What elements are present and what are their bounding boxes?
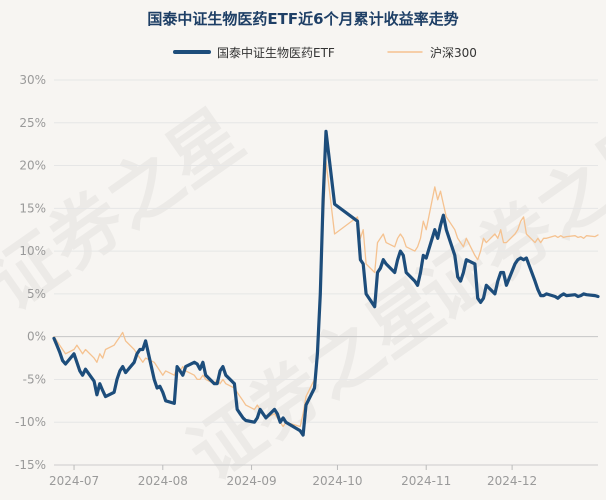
y-tick-label: -10% <box>15 415 46 429</box>
watermark-text: 证券之星 <box>404 103 606 337</box>
y-tick-label: -5% <box>23 372 46 386</box>
x-tick-label: 2024-11 <box>401 474 451 488</box>
legend: 国泰中证生物医药ETF 沪深300 <box>173 45 477 60</box>
legend-label-etf: 国泰中证生物医药ETF <box>217 45 335 60</box>
y-tick-label: 20% <box>19 159 46 173</box>
y-tick-label: 15% <box>19 201 46 215</box>
y-axis-ticks: -15% -10% -5% 0% 5% 10% 15% 20% 25% 30% <box>15 73 46 472</box>
x-tick-label: 2024-09 <box>226 474 276 488</box>
x-tick-label: 2024-07 <box>49 474 99 488</box>
x-tick-label: 2024-08 <box>138 474 188 488</box>
x-axis-ticks: 2024-07 2024-08 2024-09 2024-10 2024-11 2024-… <box>49 464 598 488</box>
series-lines <box>52 129 600 437</box>
y-tick-label: 30% <box>19 73 46 87</box>
series-line-etf <box>52 129 600 437</box>
y-tick-label: 0% <box>27 330 46 344</box>
x-tick-label: 2024-10 <box>312 474 362 488</box>
y-tick-label: 25% <box>19 116 46 130</box>
chart-title: 国泰中证生物医药ETF近6个月累计收益率走势 <box>147 10 458 28</box>
y-tick-label: -15% <box>15 458 46 472</box>
y-tick-label: 10% <box>19 244 46 258</box>
x-tick-label: 2024-12 <box>487 474 537 488</box>
y-tick-label: 5% <box>27 287 46 301</box>
legend-label-index: 沪深300 <box>430 46 477 60</box>
